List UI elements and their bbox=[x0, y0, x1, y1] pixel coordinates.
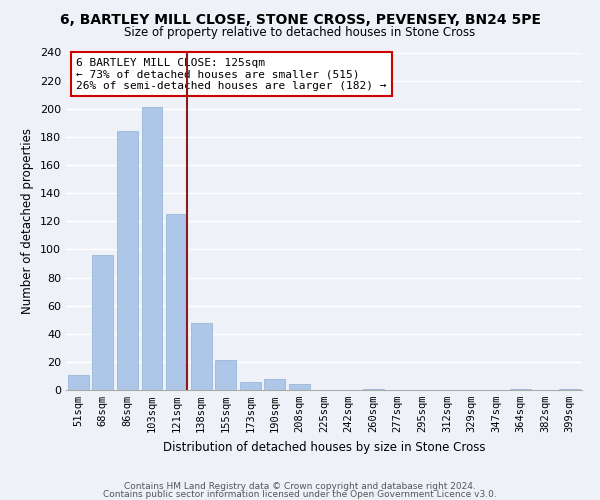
Text: 6, BARTLEY MILL CLOSE, STONE CROSS, PEVENSEY, BN24 5PE: 6, BARTLEY MILL CLOSE, STONE CROSS, PEVE… bbox=[59, 12, 541, 26]
X-axis label: Distribution of detached houses by size in Stone Cross: Distribution of detached houses by size … bbox=[163, 440, 485, 454]
Text: 6 BARTLEY MILL CLOSE: 125sqm
← 73% of detached houses are smaller (515)
26% of s: 6 BARTLEY MILL CLOSE: 125sqm ← 73% of de… bbox=[76, 58, 387, 91]
Bar bbox=[362, 388, 383, 390]
Y-axis label: Number of detached properties: Number of detached properties bbox=[22, 128, 34, 314]
Text: Size of property relative to detached houses in Stone Cross: Size of property relative to detached ho… bbox=[124, 26, 476, 39]
Bar bbox=[559, 388, 580, 390]
Text: Contains public sector information licensed under the Open Government Licence v3: Contains public sector information licen… bbox=[103, 490, 497, 499]
Bar bbox=[92, 255, 113, 390]
Text: Contains HM Land Registry data © Crown copyright and database right 2024.: Contains HM Land Registry data © Crown c… bbox=[124, 482, 476, 491]
Bar bbox=[166, 214, 187, 390]
Bar bbox=[510, 388, 531, 390]
Bar bbox=[265, 379, 286, 390]
Bar bbox=[117, 131, 138, 390]
Bar bbox=[68, 374, 89, 390]
Bar bbox=[240, 382, 261, 390]
Bar bbox=[215, 360, 236, 390]
Bar bbox=[142, 108, 163, 390]
Bar bbox=[289, 384, 310, 390]
Bar bbox=[191, 322, 212, 390]
